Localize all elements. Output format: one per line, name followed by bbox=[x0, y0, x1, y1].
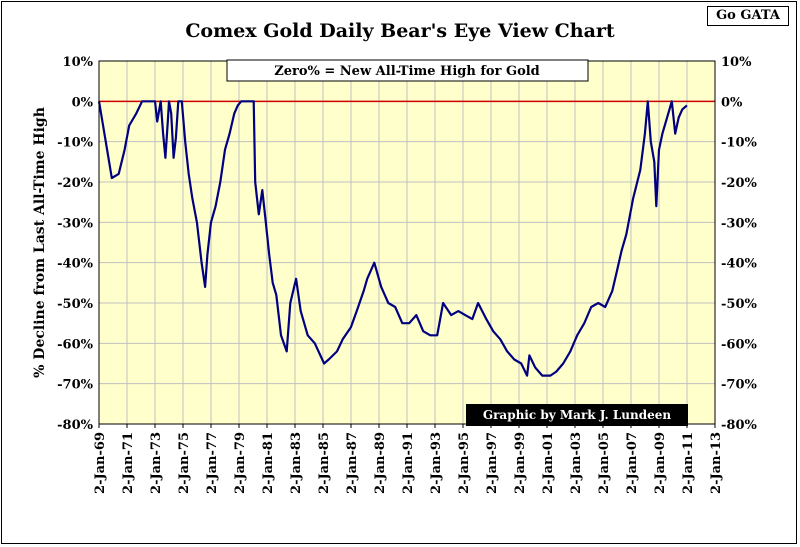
x-tick-label: 2-Jan-11 bbox=[681, 432, 696, 494]
zero-annotation-box: Zero% = New All-Time High for Gold bbox=[226, 59, 589, 82]
decline-series-line bbox=[97, 100, 688, 377]
y-tick-label-right: -20% bbox=[721, 176, 757, 191]
y-tick-label-right: -10% bbox=[721, 136, 757, 151]
y-tick-label-right: -50% bbox=[721, 297, 757, 312]
x-tick-label: 2-Jan-13 bbox=[709, 432, 724, 494]
x-tick-label: 2-Jan-69 bbox=[93, 432, 108, 494]
y-tick-label-left: 10% bbox=[63, 55, 94, 70]
y-tick-label-left: 0% bbox=[72, 95, 94, 110]
y-tick-label-left: -60% bbox=[57, 337, 93, 352]
x-tick-label: 2-Jan-93 bbox=[429, 432, 444, 494]
x-tick-label: 2-Jan-77 bbox=[205, 432, 220, 494]
y-axis-label: % Decline from Last All-Time High bbox=[32, 107, 48, 378]
y-tick-label-left: -80% bbox=[57, 418, 93, 433]
y-tick-label-right: 10% bbox=[721, 55, 752, 70]
x-tick-label: 2-Jan-91 bbox=[401, 432, 416, 494]
x-tick-label: 2-Jan-03 bbox=[569, 432, 584, 494]
y-tick-label-left: -40% bbox=[57, 257, 93, 272]
x-tick-label: 2-Jan-09 bbox=[653, 432, 668, 494]
y-tick-label-right: 0% bbox=[721, 95, 743, 110]
x-tick-label: 2-Jan-95 bbox=[457, 432, 472, 494]
x-tick-label: 2-Jan-71 bbox=[121, 432, 136, 494]
x-tick-label: 2-Jan-73 bbox=[149, 432, 164, 494]
chart-title: Comex Gold Daily Bear's Eye View Chart bbox=[185, 20, 615, 42]
y-tick-label-right: -60% bbox=[721, 337, 757, 352]
x-axis-ticks: 2-Jan-69 2-Jan-71 2-Jan-73 2-Jan-75 2-Jan-77… bbox=[93, 424, 724, 494]
x-tick-label: 2-Jan-83 bbox=[289, 432, 304, 494]
x-tick-label: 2-Jan-05 bbox=[597, 432, 612, 494]
x-tick-label: 2-Jan-89 bbox=[373, 432, 388, 494]
y-tick-label-left: -70% bbox=[57, 378, 93, 393]
y-tick-label-right: -30% bbox=[721, 216, 757, 231]
zero-annotation-text: Zero% = New All-Time High for Gold bbox=[274, 64, 540, 79]
x-tick-label: 2-Jan-07 bbox=[625, 432, 640, 494]
credit-text: Graphic by Mark J. Lundeen bbox=[483, 408, 672, 422]
y-tick-label-left: -50% bbox=[57, 297, 93, 312]
y-tick-label-left: -20% bbox=[57, 176, 93, 191]
y-axis-right-ticks: 10% 0% -10% -20% -30% -40% -50% -60% -70% -80% bbox=[721, 55, 757, 433]
x-tick-label: 2-Jan-85 bbox=[317, 432, 332, 494]
credit-box: Graphic by Mark J. Lundeen bbox=[466, 404, 688, 426]
x-tick-label: 2-Jan-97 bbox=[485, 432, 500, 494]
x-tick-label: 2-Jan-75 bbox=[177, 432, 192, 494]
y-axis-left-ticks: 10% 0% -10% -20% -30% -40% -50% -60% -70% -80% bbox=[57, 55, 93, 433]
y-tick-label-right: -40% bbox=[721, 257, 757, 272]
y-tick-label-left: -10% bbox=[57, 136, 93, 151]
x-tick-label: 2-Jan-87 bbox=[345, 432, 360, 494]
go-gata-tag: Go GATA bbox=[707, 6, 789, 26]
y-tick-label-right: -80% bbox=[721, 418, 757, 433]
x-tick-label: 2-Jan-79 bbox=[233, 432, 248, 494]
x-tick-label: 2-Jan-81 bbox=[261, 432, 276, 494]
y-tick-label-left: -30% bbox=[57, 216, 93, 231]
x-tick-label: 2-Jan-99 bbox=[513, 432, 528, 494]
x-tick-label: 2-Jan-01 bbox=[541, 432, 556, 494]
y-tick-label-right: -70% bbox=[721, 378, 757, 393]
